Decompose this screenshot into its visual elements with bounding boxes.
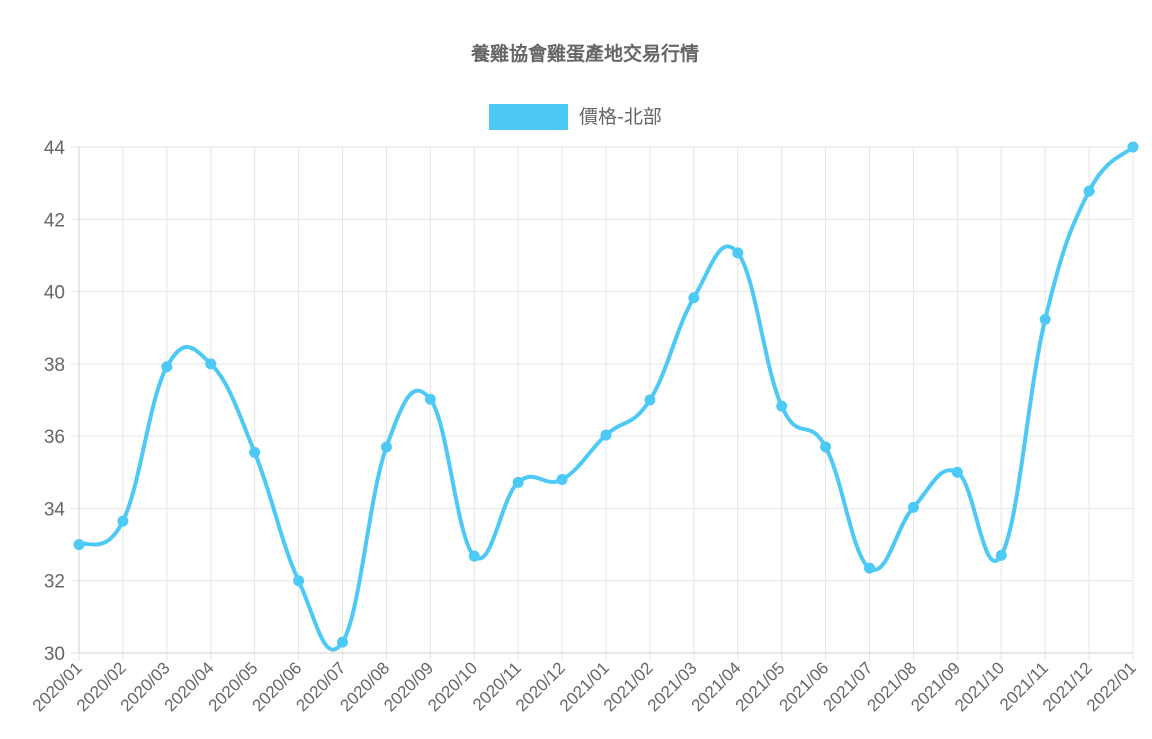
- data-point[interactable]: [820, 441, 832, 453]
- data-point[interactable]: [556, 474, 568, 486]
- data-point[interactable]: [73, 539, 85, 551]
- data-point[interactable]: [644, 394, 656, 406]
- y-tick-label: 42: [44, 210, 65, 231]
- data-point[interactable]: [907, 501, 919, 513]
- data-point[interactable]: [512, 476, 524, 488]
- y-tick-label: 34: [44, 499, 66, 520]
- x-axis-ticks: 2020/012020/022020/032020/042020/052020/…: [29, 658, 1140, 715]
- data-point[interactable]: [776, 400, 788, 412]
- data-point[interactable]: [995, 549, 1007, 561]
- data-point[interactable]: [161, 361, 173, 373]
- data-points: [73, 141, 1139, 648]
- data-point[interactable]: [1127, 141, 1139, 153]
- data-point[interactable]: [732, 247, 744, 259]
- y-tick-label: 40: [44, 283, 65, 304]
- y-tick-label: 30: [44, 644, 65, 665]
- legend-label: 價格-北部: [579, 106, 662, 128]
- y-tick-label: 32: [44, 572, 65, 593]
- data-point[interactable]: [380, 441, 392, 453]
- data-point[interactable]: [951, 466, 963, 478]
- y-tick-label: 38: [44, 355, 65, 376]
- x-tick-label: 2020/10: [424, 658, 481, 715]
- x-tick-label: 2022/01: [1083, 658, 1140, 715]
- data-point[interactable]: [337, 636, 348, 648]
- y-axis-ticks: 30 32 34 36 38 40 42 44: [44, 138, 66, 665]
- data-point[interactable]: [117, 515, 129, 527]
- chart-title: 養雞協會雞蛋產地交易行情: [470, 42, 699, 65]
- y-tick-label: 36: [44, 427, 65, 448]
- data-point[interactable]: [468, 550, 480, 562]
- y-tick-label: 44: [44, 138, 66, 159]
- data-point[interactable]: [600, 429, 612, 441]
- legend-swatch: [489, 104, 568, 130]
- data-point[interactable]: [1083, 185, 1095, 197]
- data-point[interactable]: [205, 358, 217, 370]
- legend[interactable]: 價格-北部: [489, 104, 662, 130]
- data-point[interactable]: [688, 292, 700, 304]
- data-point[interactable]: [864, 562, 875, 574]
- data-point[interactable]: [293, 575, 305, 587]
- data-point[interactable]: [1039, 313, 1051, 325]
- data-point[interactable]: [249, 446, 261, 458]
- data-point[interactable]: [424, 393, 436, 405]
- x-tick-label: 2021/10: [951, 658, 1008, 715]
- grid: [71, 146, 1134, 661]
